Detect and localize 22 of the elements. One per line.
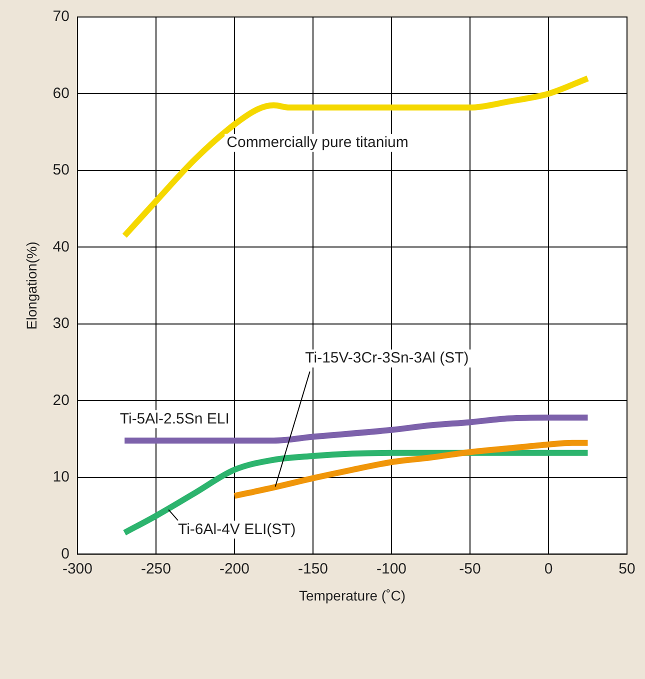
- y-tick-label: 10: [52, 468, 70, 486]
- x-tick-label: -200: [219, 560, 250, 578]
- x-tick-label: -300: [62, 560, 92, 578]
- y-tick-label: 0: [61, 545, 70, 562]
- y-tick-label: 70: [52, 8, 70, 26]
- y-tick-label: 40: [52, 238, 70, 256]
- x-tick-label: -250: [140, 560, 171, 578]
- x-tick-label: 50: [618, 560, 636, 578]
- series-label: Ti-6Al-4V ELI(ST): [178, 520, 296, 538]
- y-tick-label: 60: [52, 84, 70, 102]
- x-axis-title: Temperature (˚C): [298, 587, 406, 604]
- x-tick-label: -100: [376, 560, 407, 578]
- series-label: Commercially pure titanium: [226, 134, 408, 151]
- y-tick-label: 30: [52, 315, 70, 332]
- y-axis-title: Elongation(%): [23, 242, 40, 330]
- text: Ti-15V-3Cr-3Sn-3Al (ST): [305, 350, 469, 367]
- x-tick-label: 0: [544, 560, 553, 578]
- x-tick-label: -50: [459, 560, 481, 578]
- series-label: Ti-5Al-2.5Sn ELI: [120, 410, 230, 428]
- y-tick-label: 20: [52, 392, 70, 409]
- y-tick-label: 50: [52, 162, 70, 179]
- x-tick-label: -150: [298, 560, 328, 578]
